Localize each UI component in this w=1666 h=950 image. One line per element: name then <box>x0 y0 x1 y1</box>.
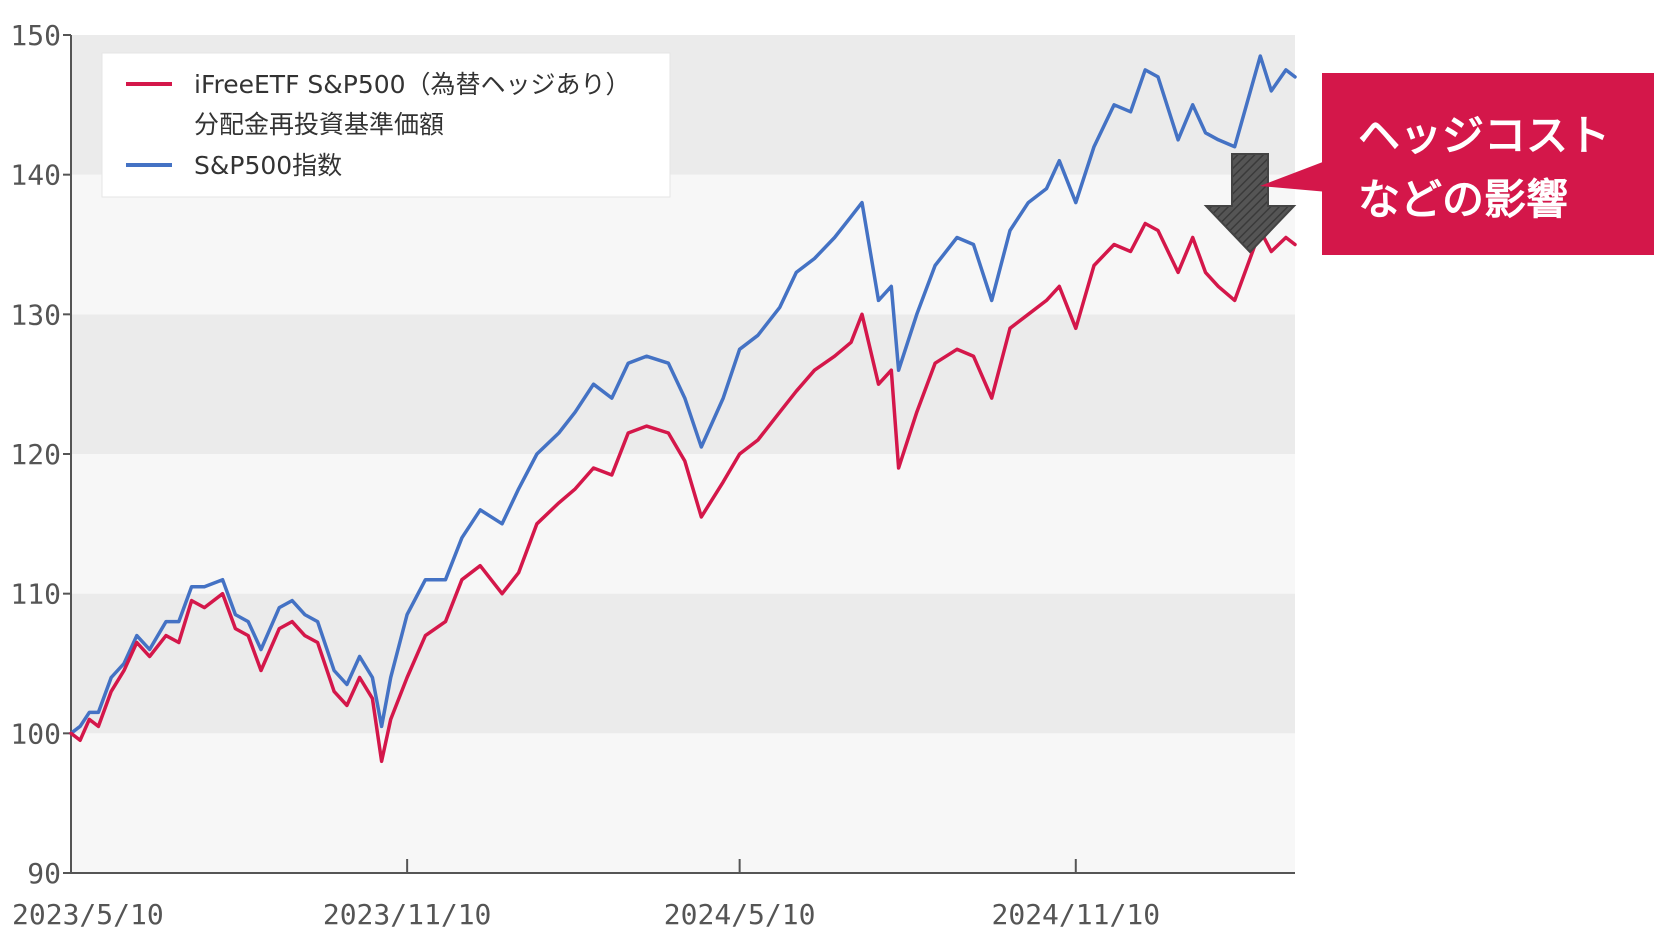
series-line-hedged <box>69 221 1297 764</box>
grid-band <box>71 314 1295 454</box>
legend-label-hedged-cont: 分配金再投資基準価額 <box>194 110 444 139</box>
series-line-sp500 <box>69 54 1297 736</box>
legend-label-sp500: S&P500指数 <box>194 151 342 180</box>
callout-pointer <box>1260 160 1328 192</box>
y-axis-tick-labels: 90 100 110 120 130 140 150 <box>10 19 71 890</box>
y-tick-label: 110 <box>10 578 61 611</box>
x-tick-label: 2024/5/10 <box>664 898 816 931</box>
y-tick-label: 150 <box>10 19 61 52</box>
grid-band <box>71 733 1295 873</box>
y-tick-label: 140 <box>10 159 61 192</box>
callout-box <box>1322 73 1654 255</box>
x-tick-label: 2023/5/10 <box>12 898 164 931</box>
series-lines <box>69 54 1297 764</box>
y-tick-label: 100 <box>10 717 61 750</box>
hedge-cost-annotation: ヘッジコスト などの影響 <box>1203 73 1654 255</box>
callout-line-2: などの影響 <box>1358 175 1568 224</box>
y-tick-label: 130 <box>10 298 61 331</box>
legend-label-hedged: iFreeETF S&P500（為替ヘッジあり） <box>194 70 631 99</box>
x-tick-label: 2023/11/10 <box>323 898 492 931</box>
down-arrow-icon <box>1203 153 1297 254</box>
grid-band <box>71 593 1295 734</box>
y-tick-label: 90 <box>27 857 61 890</box>
x-tick-label: 2024/11/10 <box>991 898 1160 931</box>
legend-box <box>101 52 671 198</box>
grid-band <box>71 454 1295 594</box>
x-axis-tick-labels: 2023/5/10 2023/11/10 2024/5/10 2024/11/10 <box>12 898 1160 931</box>
grid-band <box>71 174 1295 315</box>
grid-bands <box>71 35 1295 873</box>
callout-line-1: ヘッジコスト <box>1358 111 1610 160</box>
y-tick-label: 120 <box>10 438 61 471</box>
legend: iFreeETF S&P500（為替ヘッジあり） 分配金再投資基準価額 S&P5… <box>101 52 671 198</box>
